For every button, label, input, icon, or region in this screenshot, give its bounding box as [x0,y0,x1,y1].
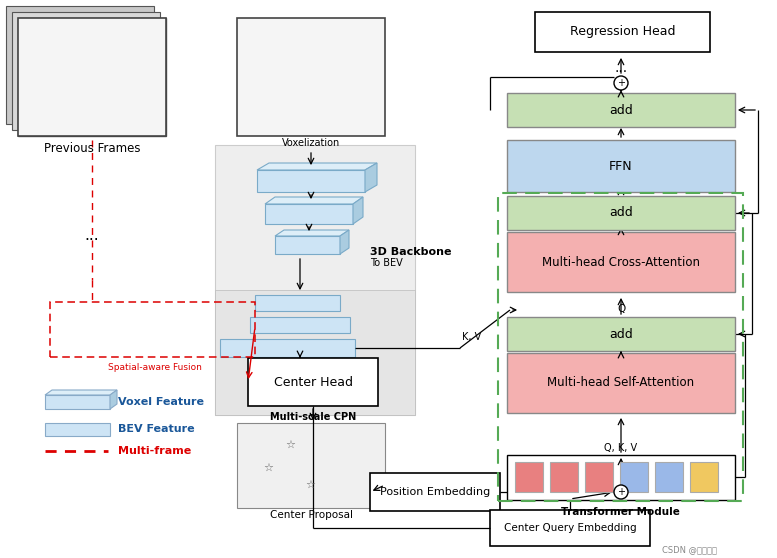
Bar [45,395,110,409]
Bar [507,140,735,192]
Bar [18,18,166,136]
Text: Multi-head Cross-Attention: Multi-head Cross-Attention [542,256,700,268]
Text: Previous Frames: Previous Frames [44,142,141,155]
Text: add: add [609,206,633,219]
Polygon shape [275,230,349,236]
Text: CSDN @昌山小屋: CSDN @昌山小屋 [663,546,717,555]
Bar [655,462,683,492]
Polygon shape [45,390,117,395]
Bar [507,93,735,127]
Bar [12,12,160,130]
Text: 3D Backbone: 3D Backbone [370,247,451,257]
Text: Multi-head Self-Attention: Multi-head Self-Attention [548,377,695,389]
Polygon shape [365,163,377,192]
Polygon shape [353,197,363,224]
Text: Q, K, V: Q, K, V [605,443,638,453]
Bar [490,510,650,546]
Polygon shape [110,390,117,409]
Text: Voxelization: Voxelization [282,138,340,148]
Bar [215,290,415,415]
Bar [507,455,735,500]
Text: Q: Q [617,304,625,314]
Text: Spatial-aware Fusion: Spatial-aware Fusion [108,363,202,373]
Text: ☆: ☆ [305,480,315,490]
Text: To BEV: To BEV [370,258,402,268]
Bar [370,473,500,511]
Bar [248,358,378,406]
Text: Regression Head: Regression Head [570,26,675,39]
Bar [45,423,110,436]
Bar [535,12,710,52]
Polygon shape [257,163,377,170]
Text: ☆: ☆ [263,463,273,473]
Text: add: add [609,103,633,117]
Text: Transformer Module: Transformer Module [560,507,679,517]
Bar [237,18,385,136]
Polygon shape [340,230,349,254]
Bar [507,353,735,413]
Bar [620,462,648,492]
Bar [507,317,735,351]
Circle shape [614,485,628,499]
Circle shape [614,76,628,90]
Text: K, V: K, V [462,332,481,342]
Bar [215,145,415,415]
Text: Center Query Embedding: Center Query Embedding [503,523,636,533]
Text: FFN: FFN [609,160,632,172]
Bar [507,232,735,292]
Bar [507,196,735,230]
Text: Center Proposal: Center Proposal [270,510,353,520]
Bar [18,18,166,136]
Text: Multi-scale CPN: Multi-scale CPN [270,412,356,422]
Text: +: + [617,487,625,497]
Bar [6,6,154,124]
Text: add: add [609,328,633,340]
Bar [265,204,353,224]
Text: ...: ... [85,228,99,243]
Text: BEV Feature: BEV Feature [118,424,194,434]
Bar [50,302,255,357]
Bar [690,462,718,492]
Text: ☆: ☆ [285,440,295,450]
Bar [220,339,355,357]
Text: Position Embedding: Position Embedding [380,487,490,497]
Text: Center Head: Center Head [274,376,353,388]
Bar [237,423,385,508]
Polygon shape [265,197,363,204]
Text: Voxel Feature: Voxel Feature [118,397,204,407]
Bar [515,462,543,492]
Bar [275,236,340,254]
Bar [250,317,350,333]
Bar [550,462,578,492]
Bar [257,170,365,192]
Bar [498,193,743,501]
Text: +: + [617,78,625,88]
Bar [255,295,340,311]
Text: ...: ... [615,61,628,75]
Bar [585,462,613,492]
Text: Multi-frame: Multi-frame [118,446,191,456]
